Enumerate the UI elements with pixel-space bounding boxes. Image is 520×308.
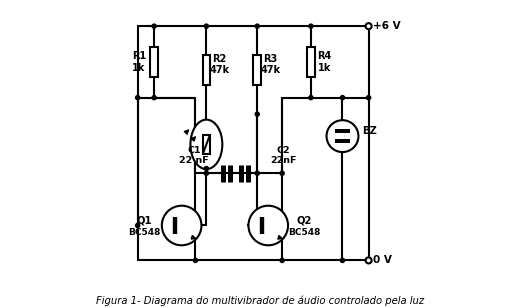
Circle shape [280, 258, 284, 262]
Text: BC548: BC548 [288, 228, 320, 237]
Circle shape [136, 95, 140, 100]
Text: BC548: BC548 [128, 228, 160, 237]
Circle shape [193, 258, 198, 262]
Circle shape [152, 24, 156, 28]
Circle shape [367, 95, 371, 100]
Text: 0 V: 0 V [373, 255, 392, 265]
Text: C1
22 nF: C1 22 nF [179, 146, 209, 165]
Circle shape [204, 167, 209, 171]
Circle shape [280, 171, 284, 175]
Text: R2
47k: R2 47k [210, 54, 230, 75]
Bar [202, 55, 210, 85]
Bar [253, 55, 261, 85]
Circle shape [309, 95, 313, 100]
Text: R3
47k: R3 47k [261, 54, 280, 75]
Circle shape [152, 95, 156, 100]
Circle shape [255, 112, 259, 116]
Text: Figura 1- Diagrama do multivibrador de áudio controlado pela luz: Figura 1- Diagrama do multivibrador de á… [96, 296, 424, 306]
Circle shape [162, 206, 201, 245]
Circle shape [255, 171, 259, 175]
Circle shape [366, 23, 372, 29]
Circle shape [249, 206, 288, 245]
Circle shape [327, 120, 358, 152]
Bar [150, 47, 158, 77]
Text: Q2: Q2 [296, 216, 311, 225]
Bar [203, 135, 210, 154]
Text: Q1: Q1 [136, 216, 152, 225]
Circle shape [255, 24, 259, 28]
Circle shape [341, 258, 345, 262]
Polygon shape [191, 235, 196, 239]
Circle shape [204, 24, 209, 28]
Text: R1
1k: R1 1k [132, 51, 146, 73]
Bar [307, 47, 315, 77]
Text: +6 V: +6 V [373, 21, 401, 31]
Circle shape [341, 95, 345, 100]
Polygon shape [278, 235, 282, 239]
Circle shape [136, 223, 140, 228]
Text: BZ: BZ [362, 126, 376, 136]
Ellipse shape [190, 120, 223, 169]
Circle shape [366, 257, 372, 263]
Circle shape [309, 24, 313, 28]
Circle shape [204, 171, 209, 175]
Text: C2
22nF: C2 22nF [270, 146, 297, 165]
Text: R4
1k: R4 1k [318, 51, 332, 73]
